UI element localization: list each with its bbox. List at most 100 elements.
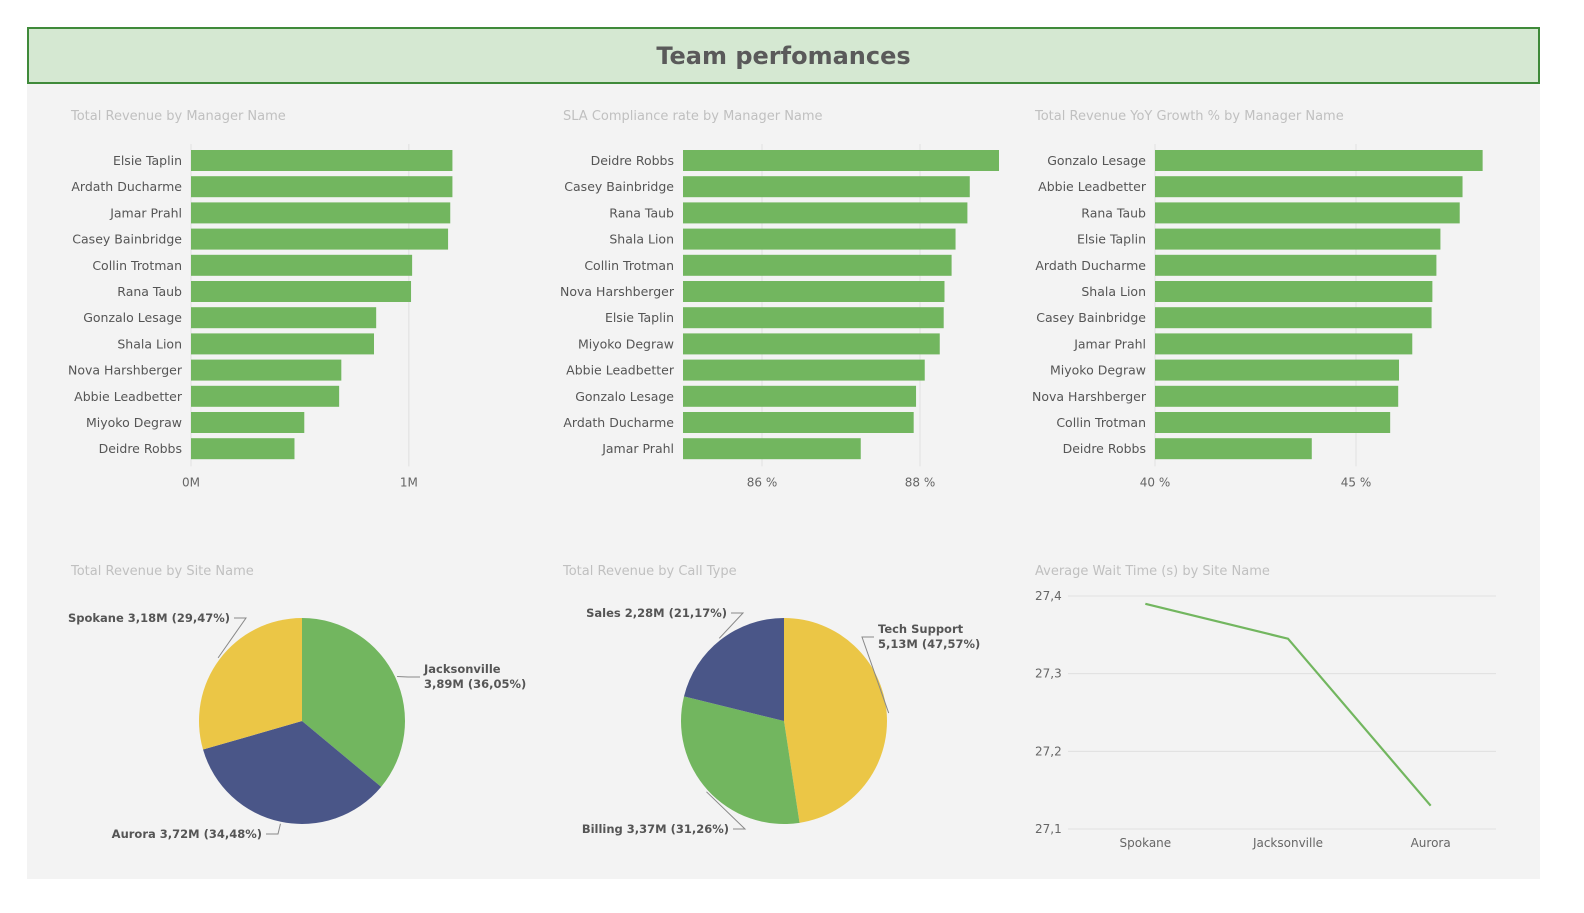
bar <box>683 150 999 171</box>
visual-title-revenue-by-manager: Total Revenue by Manager Name <box>71 109 286 124</box>
category-label: Casey Bainbridge <box>564 179 674 194</box>
y-tick-label: 27,3 <box>1035 667 1062 681</box>
category-label: Rana Taub <box>609 205 674 220</box>
bar <box>191 385 340 407</box>
bar <box>1155 307 1432 329</box>
leader-line <box>266 823 281 835</box>
bar <box>1155 438 1312 460</box>
bar <box>1155 176 1463 198</box>
category-label: Collin Trotman <box>1056 415 1146 430</box>
data-label: Billing 3,37M (31,26%) <box>582 822 729 836</box>
category-label: Miyoko Degraw <box>578 336 674 351</box>
bar <box>683 228 956 250</box>
visual-title-yoy-by-manager: Total Revenue YoY Growth % by Manager Na… <box>1035 109 1344 124</box>
pie-slice <box>302 618 405 787</box>
category-label: Casey Bainbridge <box>1036 310 1146 325</box>
category-label: Deidre Robbs <box>1063 441 1146 456</box>
bar <box>683 385 917 407</box>
x-tick-label: 0M <box>182 475 200 489</box>
category-label: Shala Lion <box>117 336 182 351</box>
bar-chart-revenue-by-manager[interactable]: 0M 1M Elsie Taplin Ardath Ducharme Jamar Pra… <box>40 140 520 500</box>
x-tick-label: 88 % <box>905 475 936 489</box>
category-label: Rana Taub <box>117 284 182 299</box>
y-tick-label: 27,2 <box>1035 744 1062 758</box>
pie-slice <box>203 721 382 824</box>
category-label: Abbie Leadbetter <box>566 363 675 378</box>
bar <box>683 333 940 355</box>
category-label: Casey Bainbridge <box>72 232 182 247</box>
data-label: Jacksonville <box>423 662 501 676</box>
leader-line <box>217 617 247 659</box>
visual-title-revenue-by-site: Total Revenue by Site Name <box>71 564 254 579</box>
category-label: Ardath Ducharme <box>71 179 182 194</box>
category-label: Elsie Taplin <box>113 153 182 168</box>
report-title-banner: Team perfomances <box>27 27 1540 84</box>
category-label: Jamar Prahl <box>601 441 674 456</box>
bar <box>683 176 970 198</box>
category-label: Elsie Taplin <box>605 310 674 325</box>
data-label: Spokane 3,18M (29,47%) <box>68 611 230 625</box>
bar <box>1155 333 1413 355</box>
bar <box>191 333 374 355</box>
category-label: Jamar Prahl <box>109 205 182 220</box>
bar <box>683 359 925 381</box>
bar <box>191 307 377 329</box>
x-tick-label: Spokane <box>1120 836 1172 850</box>
bar <box>1155 359 1400 381</box>
visual-title-sla-by-manager: SLA Compliance rate by Manager Name <box>563 109 823 124</box>
category-label: Gonzalo Lesage <box>1047 153 1146 168</box>
category-label: Nova Harshberger <box>68 363 183 378</box>
bar <box>1155 150 1483 171</box>
line-chart-wait-by-site[interactable]: 27,1 27,2 27,3 27,4 Spokane Jacksonville Auror… <box>1020 585 1520 865</box>
bar-chart-sla-by-manager[interactable]: 86 % 88 % Deidre Robbs Casey Bainbridge Rana… <box>530 140 1010 500</box>
category-label: Deidre Robbs <box>591 153 674 168</box>
category-label: Nova Harshberger <box>560 284 675 299</box>
category-label: Shala Lion <box>1081 284 1146 299</box>
bar <box>683 202 968 224</box>
pie-slice <box>683 618 784 721</box>
x-tick-label: 40 % <box>1140 475 1171 489</box>
pie-slice <box>198 618 302 750</box>
bar <box>683 281 945 302</box>
bar-chart-yoy-by-manager[interactable]: 40 % 45 % Gonzalo Lesage Abbie Leadbetter Ra… <box>1010 140 1510 500</box>
category-label: Ardath Ducharme <box>563 415 674 430</box>
leader-line <box>718 612 745 639</box>
bar <box>191 359 342 381</box>
category-label: Miyoko Degraw <box>1050 363 1146 378</box>
category-label: Collin Trotman <box>584 258 674 273</box>
bar <box>683 412 914 433</box>
bar <box>1155 412 1391 433</box>
category-label: Abbie Leadbetter <box>1038 179 1147 194</box>
bar <box>1155 228 1441 250</box>
bar <box>191 412 305 433</box>
category-label: Nova Harshberger <box>1032 389 1147 404</box>
bar <box>1155 202 1460 224</box>
bar <box>1155 281 1433 302</box>
data-label: Tech Support <box>878 622 964 636</box>
data-label: Aurora 3,72M (34,48%) <box>112 827 262 841</box>
bar <box>191 202 451 224</box>
bar <box>191 150 453 171</box>
bar <box>191 254 413 276</box>
bar <box>683 438 861 460</box>
category-label: Jamar Prahl <box>1073 336 1146 351</box>
visual-title-revenue-by-call-type: Total Revenue by Call Type <box>563 564 737 579</box>
bar <box>683 307 944 329</box>
data-label: Sales 2,28M (21,17%) <box>586 606 727 620</box>
leader-line <box>706 791 747 830</box>
x-tick-label: Jacksonville <box>1252 836 1323 850</box>
bar <box>1155 385 1399 407</box>
bar <box>683 254 952 276</box>
x-tick-label: Aurora <box>1411 836 1451 850</box>
category-label: Shala Lion <box>609 232 674 247</box>
pie-slice <box>784 618 887 823</box>
bar <box>191 176 453 198</box>
category-label: Elsie Taplin <box>1077 232 1146 247</box>
x-tick-label: 86 % <box>747 475 778 489</box>
y-tick-label: 27,4 <box>1035 589 1062 603</box>
category-label: Ardath Ducharme <box>1035 258 1146 273</box>
data-label: 5,13M (47,57%) <box>878 637 980 651</box>
category-label: Gonzalo Lesage <box>83 310 182 325</box>
